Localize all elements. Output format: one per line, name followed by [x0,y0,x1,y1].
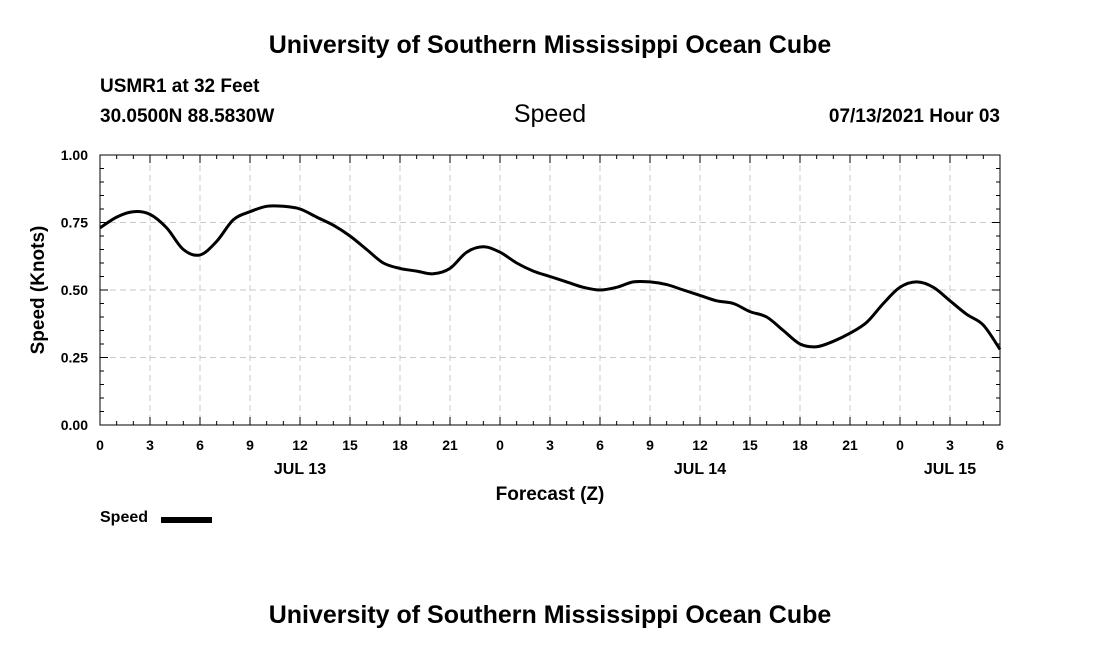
x-tick-label: 3 [946,437,954,453]
x-tick-label: 15 [742,437,758,453]
legend-label: Speed [100,509,149,526]
x-tick-label: 21 [442,437,458,453]
variable-title: Speed [513,100,587,128]
y-tick-label: 0.00 [61,417,88,433]
y-tick-label: 0.25 [61,350,88,366]
date-label: JUL 15 [924,461,976,478]
plot-frame [99,154,1001,426]
x-tick-label: 3 [546,437,554,453]
x-axis-title: Forecast (Z) [496,484,605,505]
series-line-speed [99,204,1002,351]
x-tick-label: 18 [792,437,808,453]
x-tick-label: 12 [692,437,708,453]
x-tick-label: 6 [996,437,1004,453]
x-tick-label: 12 [292,437,308,453]
x-tick-label: 3 [146,437,154,453]
axis-labels: 0 3 6 9 12 15 18 21 0 3 6 9 12 15 18 21 0 3 6 0.00 0.25 0.50 0… [28,147,1004,505]
date-label: JUL 13 [274,461,326,478]
x-tick-label: 0 [896,437,904,453]
x-tick-label: 18 [392,437,408,453]
series-group [99,204,1002,351]
station-label: USMR1 at 32 Feet [100,76,260,97]
x-tick-label: 15 [342,437,358,453]
station-coordinates: 30.0500N 88.5830W [100,106,275,127]
forecast-timestamp: 07/13/2021 Hour 03 [828,106,1000,127]
x-tick-label: 6 [596,437,604,453]
x-tick-label: 6 [196,437,204,453]
axis-ticks [99,154,1001,426]
legend-line-swatch [161,517,212,523]
y-axis-title: Speed (Knots) [28,226,49,355]
y-tick-label: 0.75 [61,215,88,231]
x-tick-label: 0 [496,437,504,453]
x-tick-label: 21 [842,437,858,453]
y-tick-label: 0.50 [61,282,88,298]
chart-title-top: University of Southern Mississippi Ocean… [268,31,832,59]
x-tick-label: 9 [646,437,654,453]
grid-lines [100,155,1000,425]
y-tick-label: 1.00 [61,147,88,163]
x-tick-label: 9 [246,437,254,453]
x-tick-label: 0 [96,437,104,453]
date-label: JUL 14 [674,461,726,478]
chart-title-bottom: University of Southern Mississippi Ocean… [268,601,832,629]
